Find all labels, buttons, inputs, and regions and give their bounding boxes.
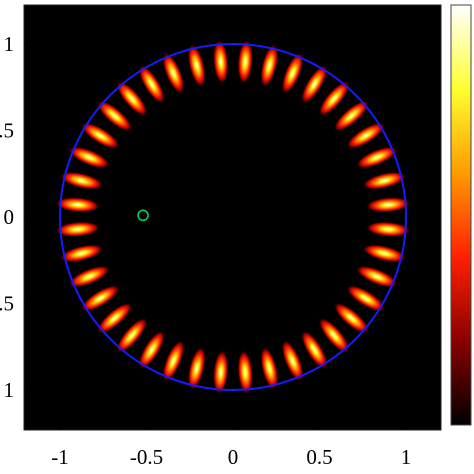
intensity-lobe (80, 122, 120, 150)
intensity-lobe (333, 302, 370, 334)
intensity-lobe (281, 339, 304, 382)
intensity-lobe (213, 39, 229, 85)
y-tick-label: 1 (4, 32, 15, 56)
x-tick-label: 0.5 (306, 445, 332, 469)
intensity-lobe (362, 244, 407, 263)
intensity-lobe (281, 52, 304, 95)
y-tick-label: .5 (0, 119, 14, 143)
intensity-lobe (55, 197, 101, 213)
intensity-lobe (237, 39, 253, 85)
intensity-lobe (162, 52, 185, 95)
intensity-lobe (68, 265, 111, 288)
intensity-lobe (318, 317, 350, 354)
intensity-lobe (80, 284, 120, 312)
intensity-lobe (187, 43, 206, 88)
intensity-lobe (138, 330, 166, 370)
intensity-lobe (355, 146, 398, 169)
colorbar (450, 4, 472, 426)
intensity-lobe (59, 244, 104, 263)
intensity-lobe (260, 43, 279, 88)
intensity-lobe (355, 265, 398, 288)
intensity-lobe (116, 317, 148, 354)
intensity-lobe (237, 349, 253, 395)
plot-area-background (24, 5, 441, 430)
y-tick-label: 1 (4, 378, 15, 402)
intensity-lobe (260, 346, 279, 391)
intensity-lobe (333, 100, 370, 132)
x-tick-label: -1 (51, 445, 69, 469)
intensity-lobe (346, 284, 386, 312)
intensity-lobe (138, 64, 166, 104)
y-axis: 1 .5 0 .5 1 (0, 32, 29, 402)
intensity-lobe (187, 346, 206, 391)
intensity-lobe (68, 146, 111, 169)
x-tick-label: 1 (401, 445, 412, 469)
intensity-lobe (59, 171, 104, 190)
x-tick-label: -0.5 (130, 445, 163, 469)
intensity-lobe (365, 197, 411, 213)
intensity-lobe (96, 100, 133, 132)
intensity-lobe (116, 80, 148, 117)
boundary-circle (59, 43, 407, 391)
intensity-lobe (346, 122, 386, 150)
x-axis: -1 -0.5 0 0.5 1 (51, 425, 411, 469)
intensity-lobe (55, 221, 101, 237)
intensity-lobe (300, 330, 328, 370)
intensity-lobe (213, 349, 229, 395)
intensity-ring (55, 39, 411, 395)
y-tick-label: 0 (4, 205, 15, 229)
intensity-lobe (362, 171, 407, 190)
intensity-lobe (96, 302, 133, 334)
marker-point (137, 209, 149, 222)
intensity-lobe (162, 339, 185, 382)
x-tick-label: 0 (228, 445, 239, 469)
y-tick-label: .5 (0, 292, 14, 316)
intensity-lobe (318, 80, 350, 117)
intensity-lobe (300, 64, 328, 104)
intensity-lobe (365, 221, 411, 237)
